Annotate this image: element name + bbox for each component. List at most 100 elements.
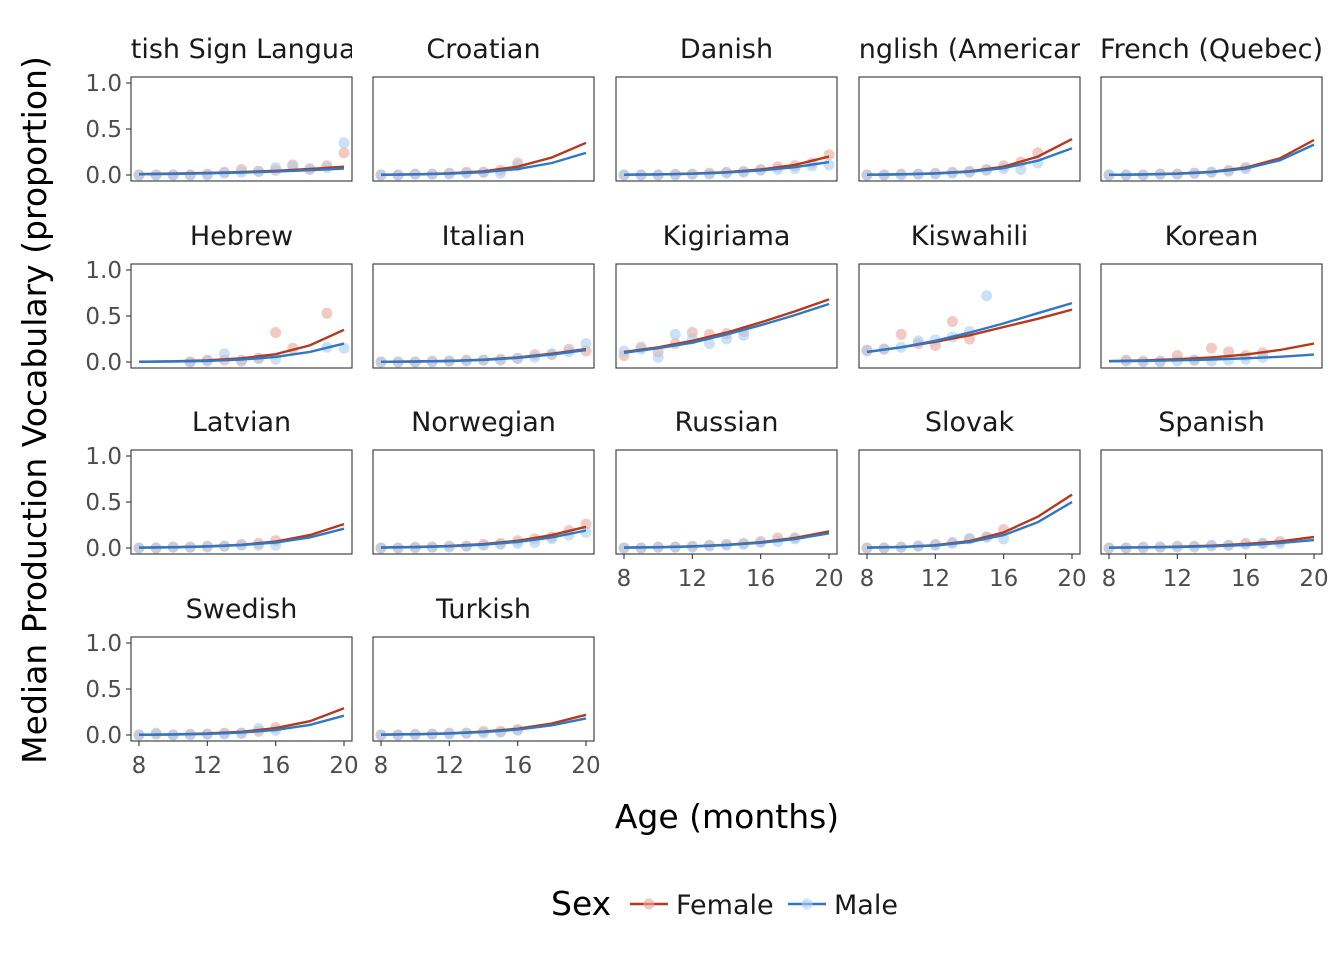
- male-point: [375, 356, 387, 368]
- male-fit-line: [138, 527, 345, 549]
- panel: French (Quebec): [1100, 34, 1323, 182]
- panel-background: [372, 636, 595, 742]
- panel-title: Turkish: [435, 594, 531, 625]
- y-axis-title: Median Production Vocabulary (proportion…: [15, 56, 54, 764]
- male-fit-line: [623, 302, 830, 354]
- male-point: [703, 338, 715, 350]
- male-fit-line: [1108, 538, 1315, 549]
- male-point: [1103, 169, 1115, 181]
- male-fit-line: [380, 151, 587, 176]
- female-point: [1206, 342, 1217, 354]
- male-point: [201, 169, 213, 181]
- panel-title: Korean: [1165, 221, 1259, 252]
- x-tick-label: 20: [814, 566, 843, 592]
- male-point: [375, 169, 387, 181]
- panel-title: Italian: [442, 221, 526, 252]
- male-point: [338, 137, 350, 149]
- y-tick-label: 0.5: [85, 677, 122, 703]
- male-point: [375, 729, 387, 741]
- male-point: [618, 169, 630, 181]
- male-fit-line: [138, 714, 345, 736]
- panel: Kigiriama: [615, 221, 838, 369]
- male-fit-line: [380, 348, 587, 363]
- male-point: [1103, 542, 1115, 554]
- legend-female-point: [643, 898, 655, 910]
- x-tick-label: 8: [860, 566, 875, 592]
- legend-title: Sex: [551, 884, 611, 923]
- panel-title: Latvian: [192, 407, 291, 438]
- male-fit-line: [623, 532, 830, 549]
- x-tick-label: 8: [617, 566, 632, 592]
- panel: British Sign Language 0.0 0.5 1.0: [85, 34, 390, 189]
- x-tick-label: 16: [503, 753, 532, 779]
- panel-background: [372, 263, 595, 369]
- y-tick-label: 1.0: [85, 631, 122, 657]
- male-fit-line: [1108, 353, 1315, 363]
- panel: Danish: [615, 34, 838, 182]
- female-point: [270, 327, 282, 339]
- x-tick-label: 12: [678, 566, 707, 592]
- male-point: [618, 542, 630, 554]
- legend-item-female: Female: [630, 890, 774, 921]
- y-tick-label: 0.0: [85, 536, 122, 562]
- panel: Slovak 8 12 16 20: [858, 407, 1087, 592]
- male-point: [669, 328, 681, 340]
- male-point: [1154, 356, 1166, 368]
- male-fit-line: [866, 301, 1073, 354]
- panel-title: Swedish: [186, 594, 298, 625]
- panel-background: [1100, 449, 1323, 555]
- y-tick-label: 1.0: [85, 444, 122, 470]
- x-tick-label: 16: [261, 753, 290, 779]
- x-axis-title: Age (months): [615, 797, 839, 836]
- male-point: [184, 169, 196, 181]
- panel-background: [858, 263, 1081, 369]
- male-fit-line: [380, 717, 587, 736]
- male-point: [580, 338, 592, 350]
- x-tick-label: 16: [746, 566, 775, 592]
- panel-title: Norwegian: [411, 407, 556, 438]
- panel-title: Kiswahili: [911, 221, 1029, 252]
- panel-title: Croatian: [426, 34, 540, 65]
- panel-background: [372, 449, 595, 555]
- panel: Russian 8 12 16 20: [615, 407, 844, 592]
- x-tick-label: 8: [1102, 566, 1117, 592]
- panel-title: British Sign Language: [94, 34, 390, 65]
- panel-title: French (Quebec): [1100, 34, 1323, 65]
- legend-male-point: [801, 898, 813, 910]
- panel: Latvian 0.0 0.5 1.0: [85, 407, 353, 562]
- panel-title: Spanish: [1158, 407, 1265, 438]
- male-fit-line: [623, 160, 830, 176]
- panel-background: [858, 76, 1081, 182]
- x-tick-label: 12: [193, 753, 222, 779]
- y-tick-label: 0.5: [85, 117, 122, 143]
- panel: English (American): [842, 34, 1098, 182]
- panel-title: Hebrew: [190, 221, 293, 252]
- male-point: [580, 526, 592, 538]
- male-fit-line: [138, 167, 345, 176]
- x-tick-label: 12: [921, 566, 950, 592]
- x-tick-label: 20: [571, 753, 600, 779]
- x-tick-label: 20: [1299, 566, 1328, 592]
- x-tick-label: 12: [435, 753, 464, 779]
- x-tick-label: 16: [989, 566, 1018, 592]
- panel-title: English (American): [842, 34, 1098, 65]
- panel-background: [130, 636, 353, 742]
- x-tick-label: 12: [1163, 566, 1192, 592]
- male-point: [652, 351, 664, 363]
- panel: Spanish 8 12 16 20: [1100, 407, 1329, 592]
- panel-background: [130, 449, 353, 555]
- male-point: [823, 159, 835, 171]
- panel-background: [372, 76, 595, 182]
- y-tick-label: 0.0: [85, 163, 122, 189]
- male-point: [375, 542, 387, 554]
- panel-background: [615, 263, 838, 369]
- male-fit-line: [1108, 143, 1315, 176]
- panel: Croatian: [372, 34, 595, 182]
- panels-layer: British Sign Language 0.0 0.5 1.0 Croatian Da…: [85, 34, 1328, 779]
- y-tick-label: 1.0: [85, 258, 122, 284]
- female-point: [321, 307, 333, 319]
- panel-title: Slovak: [925, 407, 1015, 438]
- male-point: [133, 169, 145, 181]
- male-point: [861, 169, 873, 181]
